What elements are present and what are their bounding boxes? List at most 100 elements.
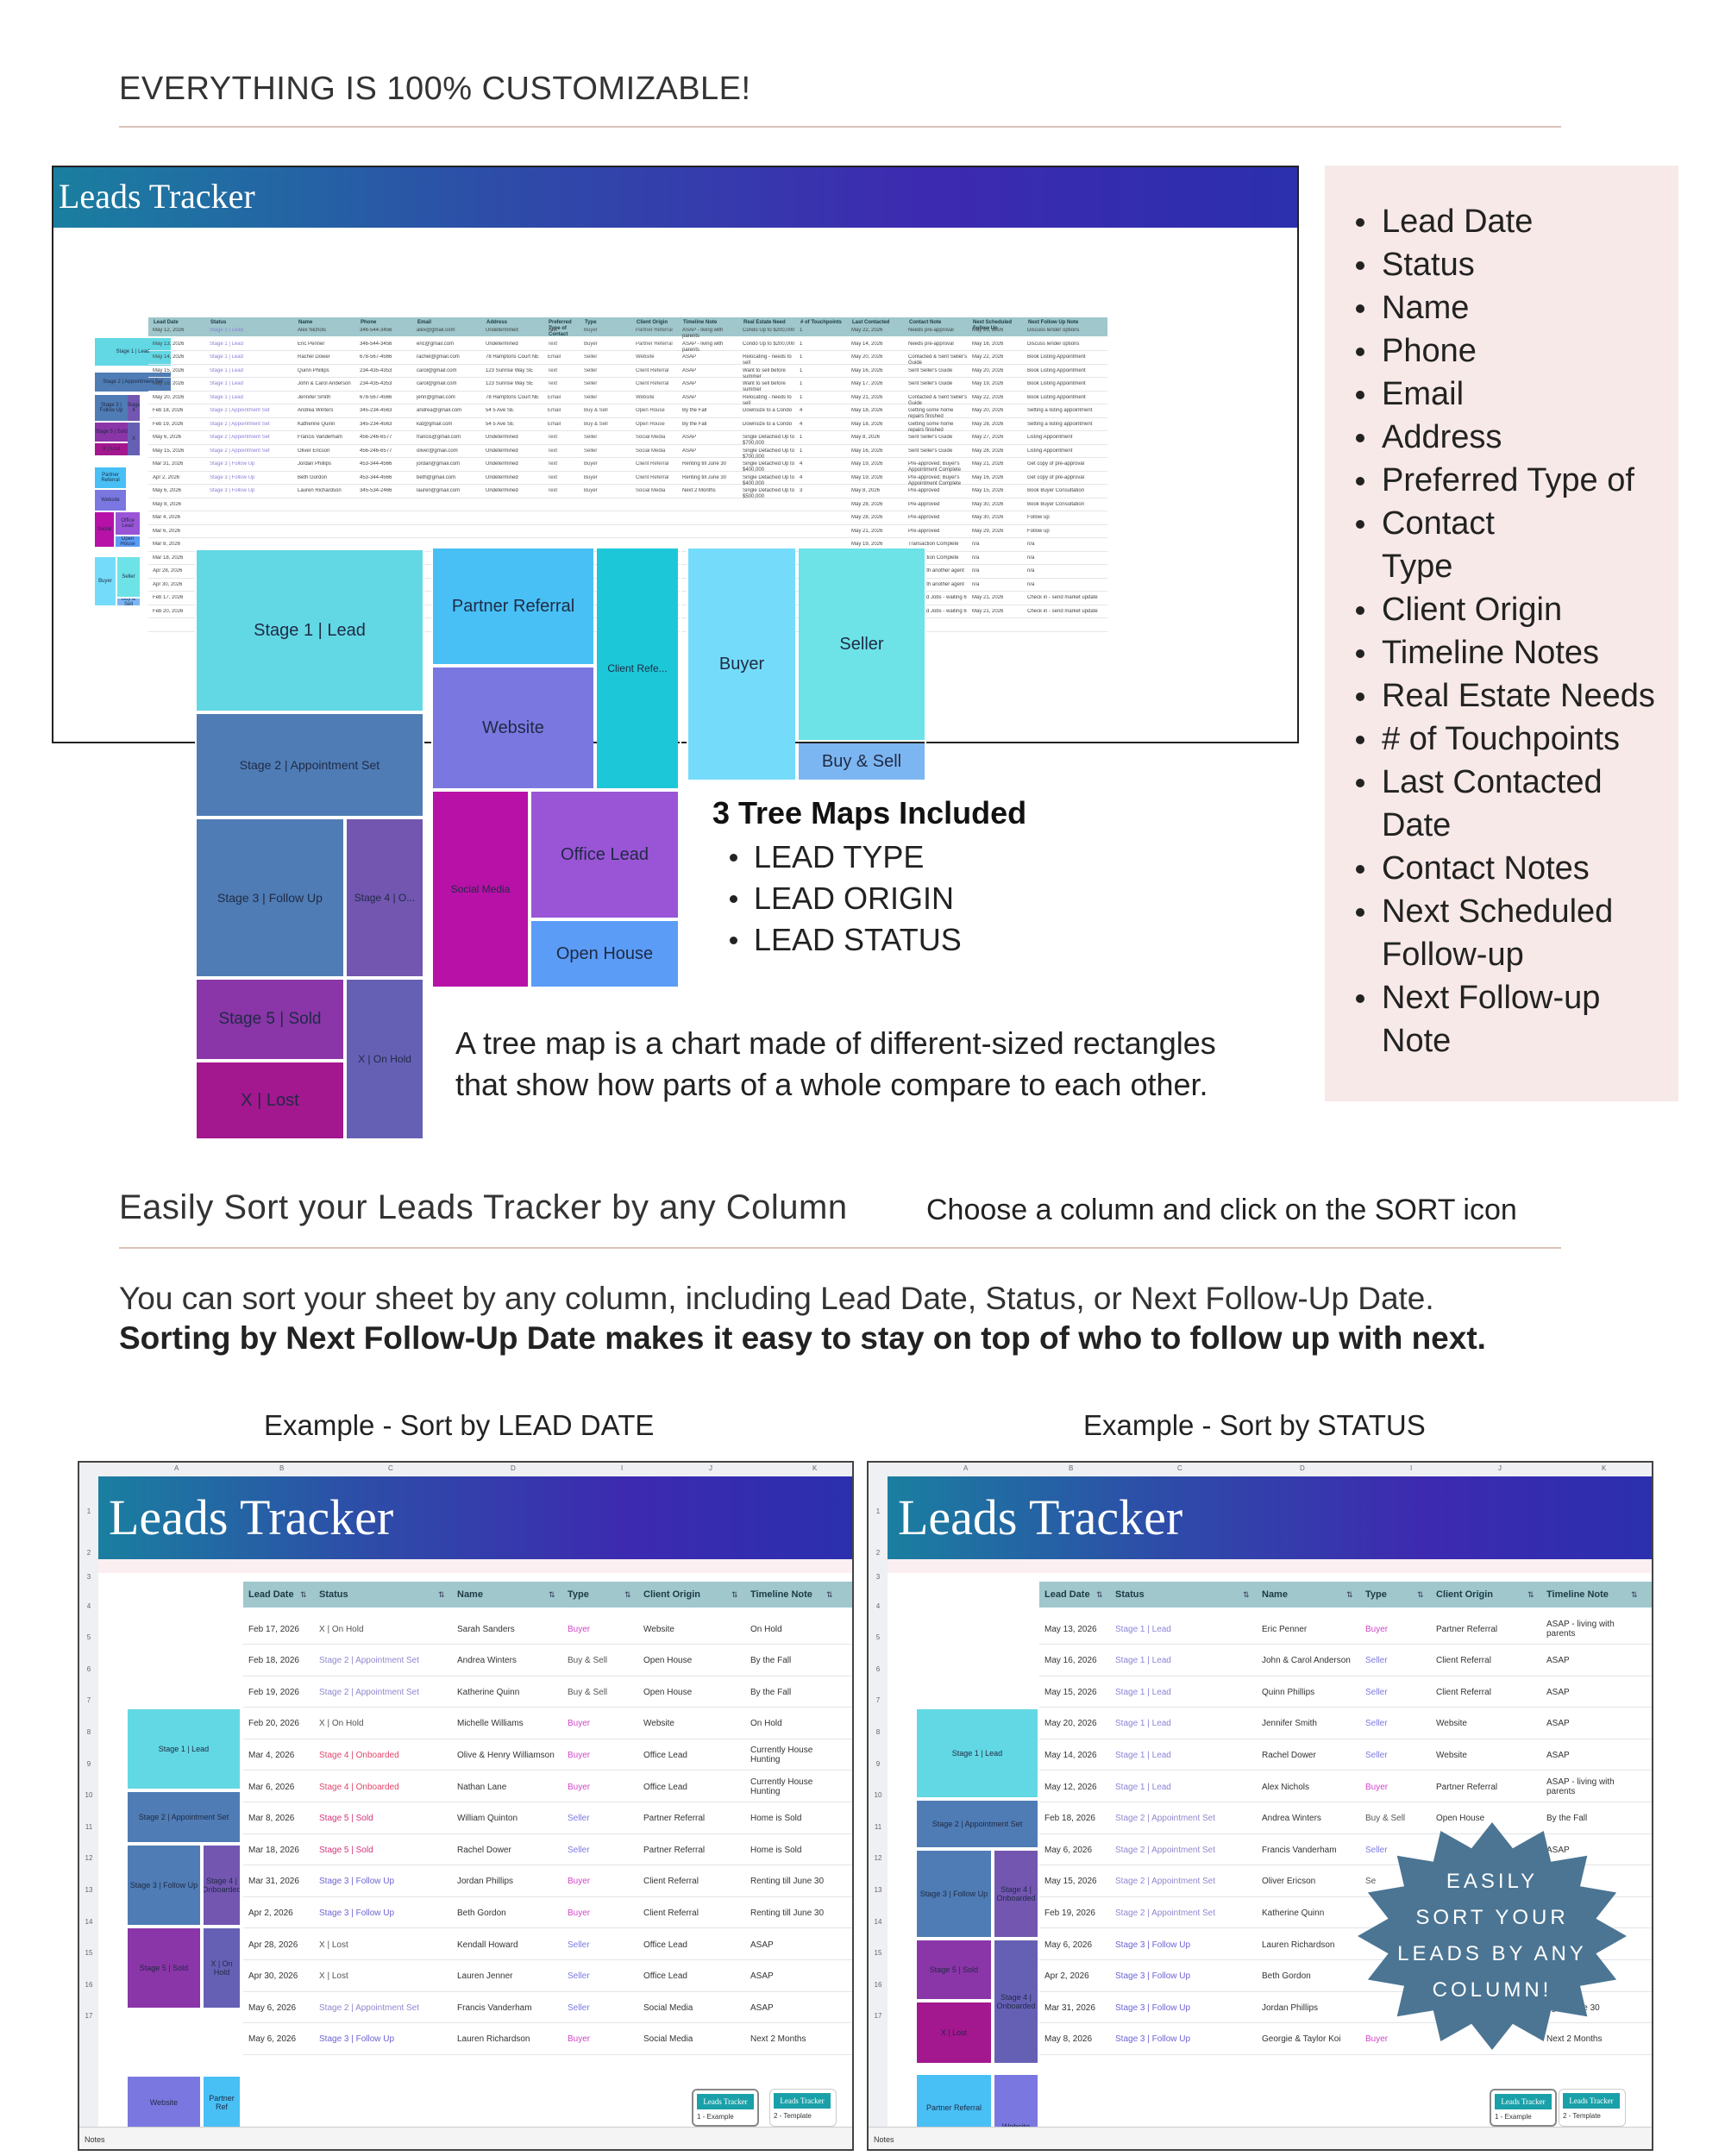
sheet-column-letter[interactable]: A [174, 1464, 179, 1472]
sheet-cell[interactable]: Buyer [1365, 1782, 1389, 1792]
sheet-cell[interactable]: Buyer [568, 1782, 591, 1792]
sheet-column-letter[interactable]: C [1177, 1464, 1182, 1472]
sheet-cell[interactable]: Website [1436, 1750, 1467, 1760]
sheet-cell[interactable]: Stage 1 | Lead [1115, 1656, 1171, 1666]
sheet-cell[interactable]: Stage 2 | Appointment Set [319, 1687, 420, 1697]
sheet-row-number[interactable]: 6 [875, 1664, 881, 1673]
sheet-column-letter[interactable]: K [812, 1464, 818, 1472]
sheet-row-number[interactable]: 16 [874, 1980, 882, 1989]
sheet-cell[interactable]: X | On Hold [319, 1719, 364, 1729]
sheet-row-number[interactable]: 17 [85, 2012, 93, 2021]
sheet-row-number[interactable]: 6 [86, 1664, 91, 1673]
grid-col-header[interactable]: Phone [361, 320, 377, 325]
sheet-cell[interactable]: Feb 20, 2026 [248, 1719, 299, 1729]
grid-col-header[interactable]: Address [486, 320, 508, 325]
sort-icon[interactable]: ⇅ [300, 1590, 307, 1599]
sheet-header-lead-date[interactable]: Lead Date [1044, 1589, 1090, 1600]
sheet-cell[interactable]: May 6, 2026 [1044, 1940, 1093, 1950]
sheet-cell[interactable]: Stage 3 | Follow Up [319, 1877, 395, 1887]
sheet-cell[interactable]: May 13, 2026 [1044, 1624, 1097, 1634]
grid-col-header[interactable]: Type [585, 320, 597, 325]
sort-icon[interactable]: ⇅ [549, 1590, 555, 1599]
sort-icon[interactable]: ⇅ [1527, 1590, 1534, 1599]
sheet-cell[interactable]: Office Lead [643, 1971, 687, 1982]
sheet-row-number[interactable]: 10 [874, 1791, 882, 1800]
sheet-row-number[interactable]: 15 [85, 1949, 93, 1958]
sheet-cell[interactable]: Stage 2 | Appointment Set [1115, 1877, 1216, 1887]
sheet-cell[interactable]: Website [643, 1624, 674, 1634]
sheet-cell[interactable]: Mar 31, 2026 [1044, 2002, 1095, 2013]
sheet-cell[interactable]: Office Lead [643, 1940, 687, 1950]
sort-icon[interactable]: ⇅ [624, 1590, 631, 1599]
grid-col-header[interactable]: Real Estate Need [743, 320, 786, 325]
sheet-cell[interactable]: May 6, 2026 [248, 2002, 297, 2013]
grid-col-header[interactable]: Name [298, 320, 313, 325]
sheet-row-number[interactable]: 10 [85, 1791, 93, 1800]
sheet-cell[interactable]: Stage 2 | Appointment Set [319, 1656, 420, 1666]
sheet-cell[interactable]: May 6, 2026 [1044, 1845, 1093, 1855]
sheet-cell[interactable]: Client Referral [1436, 1687, 1491, 1697]
sheet-cell[interactable]: Seller [1365, 1687, 1388, 1697]
sheet-cell[interactable]: Stage 3 | Follow Up [1115, 1971, 1191, 1982]
sheet-cell[interactable]: Apr 30, 2026 [248, 1971, 298, 1982]
sheet-cell[interactable]: Stage 1 | Lead [1115, 1687, 1171, 1697]
sheet-header-type[interactable]: Type [1365, 1589, 1387, 1600]
grid-col-header[interactable]: Last Contacted [852, 320, 890, 325]
sheet-cell[interactable]: May 16, 2026 [1044, 1656, 1097, 1666]
sheet-cell[interactable]: Stage 4 | Onboarded [319, 1782, 399, 1792]
sheet-row-number[interactable]: 7 [86, 1696, 91, 1705]
grid-col-header[interactable]: Lead Date [154, 320, 179, 325]
sheet-row-number[interactable]: 3 [875, 1572, 881, 1581]
sheet-column-letter[interactable]: J [1498, 1464, 1502, 1472]
sort-icon[interactable]: ⇅ [731, 1590, 738, 1599]
sheet-cell[interactable]: Feb 19, 2026 [248, 1687, 299, 1697]
sheet-cell[interactable]: Stage 2 | Appointment Set [319, 2002, 420, 2013]
grid-col-header[interactable]: # of Touchpoints [800, 320, 842, 325]
sheet-cell[interactable]: Stage 1 | Lead [1115, 1624, 1171, 1634]
sheet-cell[interactable]: Buy & Sell [568, 1687, 608, 1697]
sheet-cell[interactable]: Client Referral [643, 1908, 699, 1918]
sheet-cell[interactable]: Stage 3 | Follow Up [1115, 2034, 1191, 2045]
sheet-cell[interactable]: Stage 2 | Appointment Set [1115, 1845, 1216, 1855]
sheet-cell[interactable]: Social Media [643, 2002, 693, 2013]
sheet-cell[interactable]: X | On Hold [319, 1624, 364, 1634]
sheet-cell[interactable]: Social Media [643, 2034, 693, 2045]
sheet-cell[interactable]: Partner Referral [643, 1814, 706, 1824]
grid-col-header[interactable]: Contact Note [909, 320, 942, 325]
sheet-tab[interactable]: Leads Tracker 2 - Template [769, 2089, 837, 2127]
sheet-cell[interactable]: Apr 2, 2026 [1044, 1971, 1089, 1982]
sheet-cell[interactable]: Stage 3 | Follow Up [1115, 1940, 1191, 1950]
sheet-row-number[interactable]: 11 [874, 1822, 882, 1831]
sheet-row-number[interactable]: 14 [874, 1917, 882, 1926]
sheet-cell[interactable]: May 14, 2026 [1044, 1750, 1097, 1760]
sheet-cell[interactable]: Seller [1365, 1750, 1388, 1760]
sheet-cell[interactable]: Seller [1365, 1656, 1388, 1666]
sheet-row-number[interactable]: 4 [875, 1601, 881, 1610]
sheet-cell[interactable]: May 15, 2026 [1044, 1877, 1097, 1887]
sheet-row-number[interactable]: 9 [875, 1759, 881, 1768]
sheet-cell[interactable]: Feb 17, 2026 [248, 1624, 299, 1634]
sheet-cell[interactable]: Stage 3 | Follow Up [1115, 2002, 1191, 2013]
sheet-row-number[interactable]: 1 [875, 1507, 881, 1515]
sheet-column-letter[interactable]: K [1602, 1464, 1607, 1472]
sort-icon[interactable]: ⇅ [438, 1590, 445, 1599]
sheet-cell[interactable]: Seller [1365, 1845, 1388, 1855]
sheet-column-letter[interactable]: B [1069, 1464, 1074, 1472]
sheet-cell[interactable]: Buyer [568, 1624, 591, 1634]
sheet-cell[interactable]: Seller [568, 1814, 590, 1824]
sheet-cell[interactable]: Buy & Sell [1365, 1814, 1406, 1824]
sheet-cell[interactable]: X | Lost [319, 1940, 348, 1950]
sheet-cell[interactable]: Buy & Sell [568, 1656, 608, 1666]
sheet-column-letter[interactable]: I [1410, 1464, 1413, 1472]
sheet-row-number[interactable]: 5 [86, 1633, 91, 1642]
grid-col-header[interactable]: Next Follow Up Note [1028, 320, 1079, 325]
sheet-cell[interactable]: Buyer [568, 1908, 591, 1918]
sheet-cell[interactable]: Buyer [568, 1877, 591, 1887]
sheet-cell[interactable]: Open House [1436, 1814, 1485, 1824]
sheet-column-letter[interactable]: D [511, 1464, 516, 1472]
sheet-cell[interactable]: Buyer [1365, 1624, 1389, 1634]
sheet-header-name[interactable]: Name [1262, 1589, 1288, 1600]
sheet-cell[interactable]: Seller [568, 2002, 590, 2013]
sheet-cell[interactable]: Mar 31, 2026 [248, 1877, 299, 1887]
sheet-row-number[interactable]: 13 [85, 1885, 93, 1894]
